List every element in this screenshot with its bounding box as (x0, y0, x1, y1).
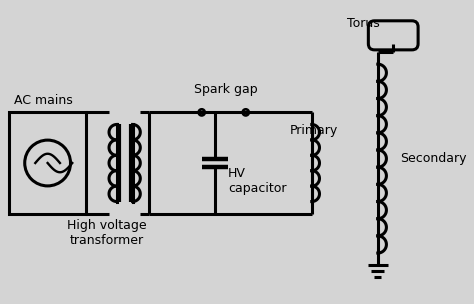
Text: HV
capacitor: HV capacitor (228, 167, 287, 195)
Text: Primary: Primary (290, 124, 338, 137)
Text: AC mains: AC mains (14, 95, 73, 107)
Bar (9, 112, 86, 214)
Text: Secondary: Secondary (400, 152, 466, 165)
Text: Torus: Torus (347, 16, 380, 29)
Text: Spark gap: Spark gap (194, 83, 258, 95)
Text: High voltage
transformer: High voltage transformer (67, 219, 147, 247)
